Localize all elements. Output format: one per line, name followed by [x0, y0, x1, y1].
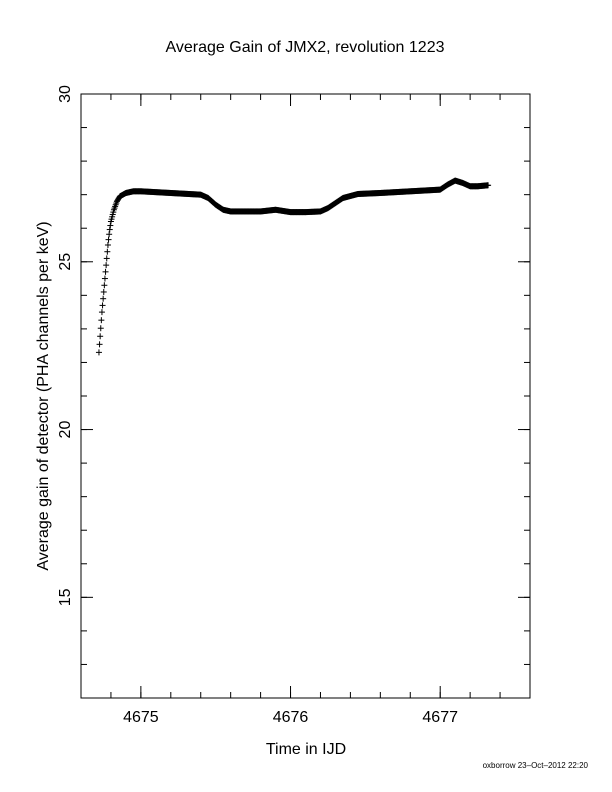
x-tick-label: 4677 — [422, 709, 458, 726]
data-point — [485, 182, 492, 189]
data-point — [99, 302, 106, 309]
data-point — [95, 349, 102, 356]
data-point — [97, 333, 104, 340]
data-point — [98, 309, 105, 316]
data-point — [98, 317, 105, 324]
y-tick-label: 25 — [57, 253, 74, 271]
y-tick-label: 30 — [57, 85, 74, 103]
data-point — [105, 236, 112, 243]
data-point — [107, 222, 114, 229]
x-tick-label: 4676 — [273, 709, 309, 726]
data-point — [102, 268, 109, 275]
x-axis-label: Time in IJD — [266, 741, 346, 758]
y-axis-label: Average gain of detector (PHA channels p… — [35, 221, 52, 570]
data-point — [101, 275, 108, 282]
data-point — [96, 341, 103, 348]
data-points — [95, 177, 492, 356]
x-tick-labels: 4675 4676 4677 — [123, 709, 458, 726]
data-point — [97, 325, 104, 332]
data-point — [100, 295, 107, 302]
data-point — [104, 248, 111, 255]
footer-stamp: oxborrow 23–Oct–2012 22:20 — [483, 761, 589, 770]
y-tick-label: 20 — [57, 421, 74, 439]
y-tick-labels: 15 20 25 30 — [57, 85, 74, 606]
data-point — [106, 231, 113, 238]
data-point — [101, 282, 108, 289]
chart-title: Average Gain of JMX2, revolution 1223 — [166, 39, 445, 56]
data-point — [104, 242, 111, 248]
y-tick-label: 15 — [57, 588, 74, 606]
data-point — [100, 288, 107, 295]
x-tick-label: 4675 — [123, 709, 159, 726]
data-point — [103, 255, 110, 262]
data-point — [103, 262, 110, 269]
data-point — [106, 226, 113, 233]
major-ticks — [81, 93, 530, 698]
